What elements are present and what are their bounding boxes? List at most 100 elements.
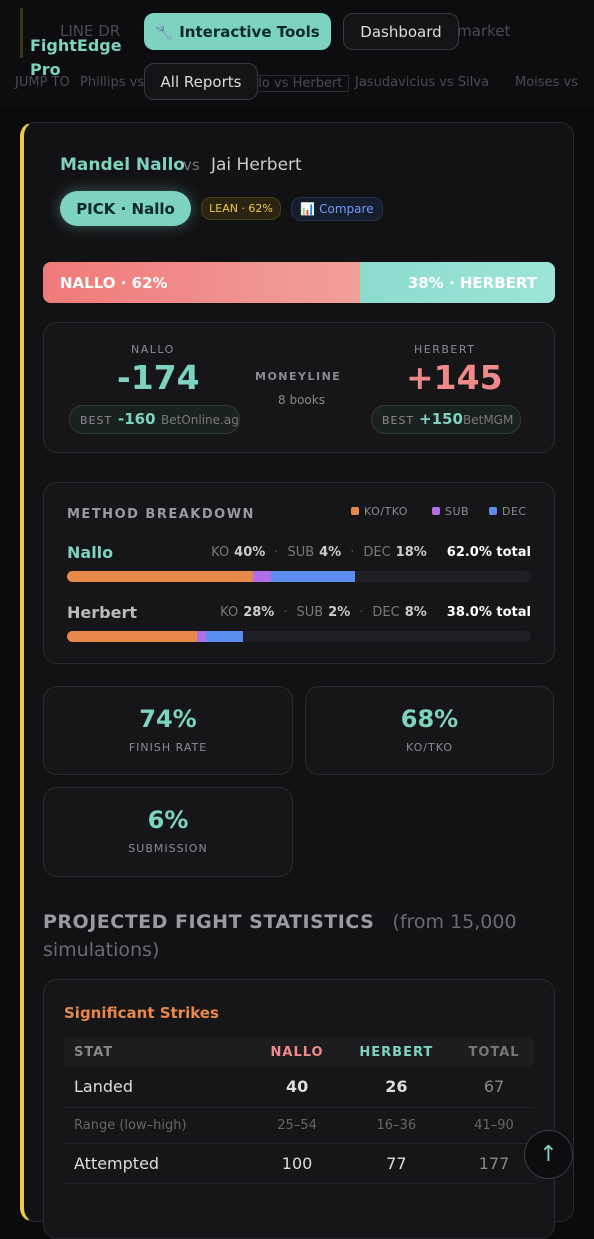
pick-badge: PICK · Nallo: [60, 191, 191, 226]
stat-label: SUBMISSION: [128, 842, 208, 855]
odds-name: NALLO: [131, 343, 175, 356]
section-heading: PROJECTED FIGHT STATISTICS (from 15,000 …: [43, 908, 523, 964]
method-track: [67, 631, 531, 642]
method-segment: [196, 631, 207, 642]
stat-value: 6%: [147, 806, 189, 834]
best-label: BEST: [382, 414, 415, 427]
segment-value: 8%: [404, 605, 427, 620]
column-header: HERBERT: [359, 1044, 434, 1060]
odds-line: +145: [406, 358, 503, 397]
legend-swatch: [432, 507, 440, 515]
method-line: KO 28% · SUB 2% · DEC 8% 38.0% total: [220, 605, 531, 620]
table-cell: 40: [285, 1077, 309, 1097]
legend-label: KO/TKO: [364, 505, 408, 518]
method-line: KO 40% · SUB 4% · DEC 18% 62.0% total: [211, 545, 531, 560]
split-label: NALLO · 62%: [60, 274, 168, 292]
total: 62.0% total: [446, 545, 531, 560]
section-title: PROJECTED FIGHT STATISTICS: [43, 911, 375, 933]
method-track: [67, 571, 531, 582]
nav-button[interactable]: All Reports: [144, 63, 258, 100]
method-segment: [271, 571, 355, 582]
odds-line: -174: [117, 358, 200, 397]
method-segment: [252, 571, 272, 582]
book-count: 8 books: [278, 393, 325, 407]
total: 38.0% total: [446, 605, 531, 620]
column-header: NALLO: [270, 1044, 324, 1060]
scroll-top-button[interactable]: ↑: [524, 1130, 573, 1179]
lean-badge: LEAN · 62%: [201, 197, 281, 220]
page: LINE DR qual market FightEdge Pro JUMP T…: [15, 8, 578, 1239]
table-cell: 77: [386, 1153, 407, 1173]
split-bar: NALLO · 62% 38% · HERBERT: [43, 262, 555, 303]
best-book: BetOnline.ag: [161, 413, 239, 427]
table-title: Significant Strikes: [64, 1004, 219, 1022]
segment-value: 40%: [234, 545, 266, 560]
jump-label: JUMP TO: [15, 75, 70, 90]
accent: [20, 8, 23, 58]
separator: ·: [350, 545, 355, 560]
best-pill: [69, 405, 240, 434]
fighter-name: Nallo: [67, 543, 114, 562]
stats-table: STAT NALLO HERBERT TOTAL Landed 40 26 67 Range (…: [64, 1037, 534, 1184]
fighter-b: Jai Herbert: [211, 155, 302, 175]
segment-label: KO: [211, 545, 230, 560]
stat-card: 74% FINISH RATE: [43, 686, 293, 775]
fighter-a: Mandel Nallo: [60, 155, 185, 175]
row-label: Attempted: [74, 1153, 160, 1173]
segment-label: DEC: [363, 545, 391, 560]
segment-label: SUB: [296, 605, 324, 620]
fighter-name: Herbert: [67, 603, 137, 622]
nav-button[interactable]: 🔧 Interactive Tools: [144, 13, 331, 50]
table-cell: 177: [478, 1153, 510, 1173]
table-row: Range (low–high) 25–54 16–36 41–90: [64, 1107, 534, 1143]
method-segment: [206, 631, 244, 642]
table-cell: 16–36: [376, 1117, 417, 1133]
segment-value: 2%: [328, 605, 351, 620]
header-row: STAT NALLO HERBERT TOTAL: [64, 1037, 534, 1067]
segment-value: 28%: [243, 605, 275, 620]
best-pill: [371, 405, 521, 434]
jump-link[interactable]: Phillips vs: [80, 75, 145, 90]
best-line: +150: [419, 410, 463, 428]
jump-link[interactable]: Moises vs: [515, 75, 578, 90]
table-cell: 67: [483, 1077, 505, 1097]
segment-value: 18%: [395, 545, 427, 560]
stat-label: FINISH RATE: [128, 741, 208, 754]
method-segment: [67, 571, 253, 582]
segment-value: 4%: [319, 545, 342, 560]
segment-label: KO: [220, 605, 239, 620]
table-cell: 25–54: [277, 1117, 317, 1133]
method-title: METHOD BREAKDOWN: [67, 507, 255, 522]
separator: ·: [359, 605, 364, 620]
stat-label: KO/TKO: [406, 741, 453, 754]
segment-label: SUB: [287, 545, 315, 560]
legend-label: SUB: [445, 505, 470, 518]
separator: ·: [283, 605, 288, 620]
legend-swatch: [489, 507, 497, 515]
legend-label: DEC: [502, 505, 527, 518]
row-label: Range (low–high): [74, 1117, 187, 1133]
odds-center: MONEYLINE: [255, 370, 342, 383]
stat-card: 68% KO/TKO: [305, 686, 554, 775]
best-line: -160: [118, 410, 156, 428]
best-book: BetMGM: [463, 413, 514, 427]
stat-value: 68%: [400, 705, 459, 733]
logo[interactable]: FightEdge Pro: [30, 36, 122, 79]
compare-button[interactable]: 📊 Compare: [291, 197, 383, 221]
stat-value: 74%: [139, 705, 197, 733]
table-cell: 41–90: [474, 1117, 514, 1133]
separator: ·: [274, 545, 279, 560]
table-cell: 26: [385, 1077, 408, 1097]
method-box: METHOD BREAKDOWN KO/TKO SUB DEC Nallo KO 4…: [43, 482, 555, 664]
section-subtitle: (from 15,000 simulations): [43, 911, 517, 961]
segment-label: DEC: [372, 605, 400, 620]
legend-swatch: [351, 507, 359, 515]
table-row: Landed 40 26 67: [64, 1067, 534, 1107]
jump-link[interactable]: Jasudavicius vs Silva: [355, 75, 489, 90]
stat-card: 6% SUBMISSION: [43, 787, 293, 877]
column-header: STAT: [74, 1044, 114, 1060]
background-text: LINE DR: [60, 22, 121, 40]
split-label: 38% · HERBERT: [407, 274, 537, 292]
table-row: Attempted 100 77 177: [64, 1143, 534, 1183]
nav-button[interactable]: Dashboard: [343, 13, 459, 50]
